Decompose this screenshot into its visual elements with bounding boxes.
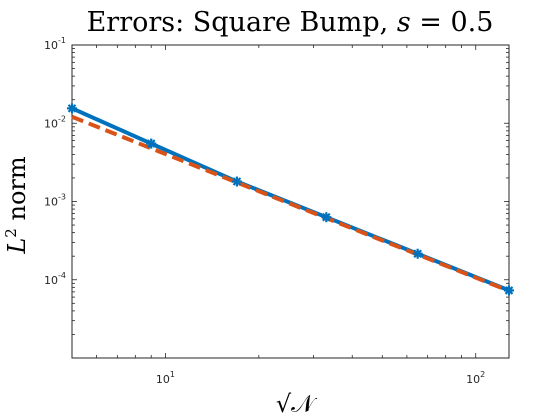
tick-labels: 101 102 10-1 10-2 10-3 10-4 [44, 36, 485, 386]
chart-title: Errors: Square Bump, s = 0.5 [87, 7, 494, 38]
x-tick-label: 101 [156, 370, 175, 386]
y-tick-label: 10-1 [44, 36, 66, 52]
data-point-marker [321, 212, 332, 223]
x-tick-label: 102 [466, 370, 485, 386]
data-point-marker [231, 176, 242, 187]
y-tick-label: 10-3 [44, 193, 66, 209]
series-layer [67, 103, 514, 296]
x-axis-label: √𝒩 [276, 390, 318, 418]
data-point-marker [412, 248, 423, 259]
major-ticks [72, 44, 509, 359]
series-line-1 [71, 114, 510, 293]
minor-ticks [71, 45, 509, 358]
y-axis-label: L2 norm [2, 156, 31, 254]
data-point-marker [504, 285, 514, 296]
data-point-marker [67, 103, 77, 114]
data-point-marker [146, 138, 157, 149]
y-tick-label: 10-2 [44, 114, 66, 130]
y-tick-label: 10-4 [44, 271, 66, 287]
